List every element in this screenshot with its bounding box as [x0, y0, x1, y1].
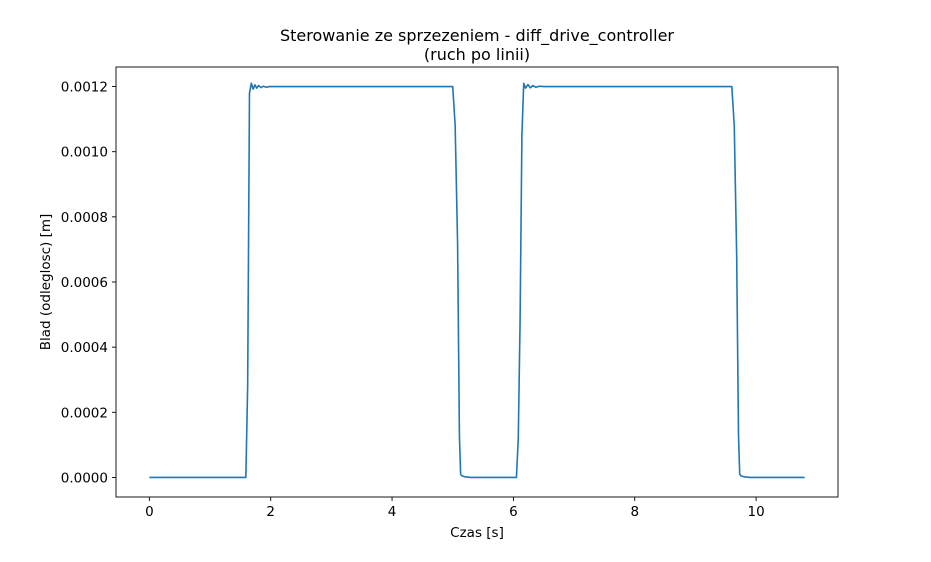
- x-tick-label: 8: [630, 504, 639, 520]
- x-axis-label: Czas [s]: [450, 525, 504, 541]
- x-tick-label: 2: [266, 504, 275, 520]
- y-tick-label: 0.0002: [61, 405, 108, 421]
- chart-title: Sterowanie ze sprzezeniem - diff_drive_c…: [280, 26, 674, 46]
- chart-subtitle: (ruch po linii): [424, 45, 530, 64]
- y-tick-label: 0.0012: [61, 80, 108, 96]
- x-tick-label: 0: [145, 504, 154, 520]
- y-tick-label: 0.0008: [61, 210, 108, 226]
- plot-area: 0 2 4 6 8 10 0.0000 0.0002 0.0004 0.0006 0.0008 0.0…: [61, 66, 839, 520]
- plot-frame: [115, 66, 839, 498]
- y-tick-label: 0.0000: [61, 470, 108, 486]
- x-tick-label: 4: [388, 504, 397, 520]
- series-line-0: [149, 82, 805, 479]
- y-tick-label: 0.0006: [61, 275, 108, 291]
- y-tick-label: 0.0010: [61, 145, 108, 161]
- x-tick-label: 10: [747, 504, 764, 520]
- y-axis-label: Blad (odleglosc) [m]: [38, 214, 54, 351]
- x-tick-label: 6: [509, 504, 518, 520]
- y-tick-label: 0.0004: [61, 340, 108, 356]
